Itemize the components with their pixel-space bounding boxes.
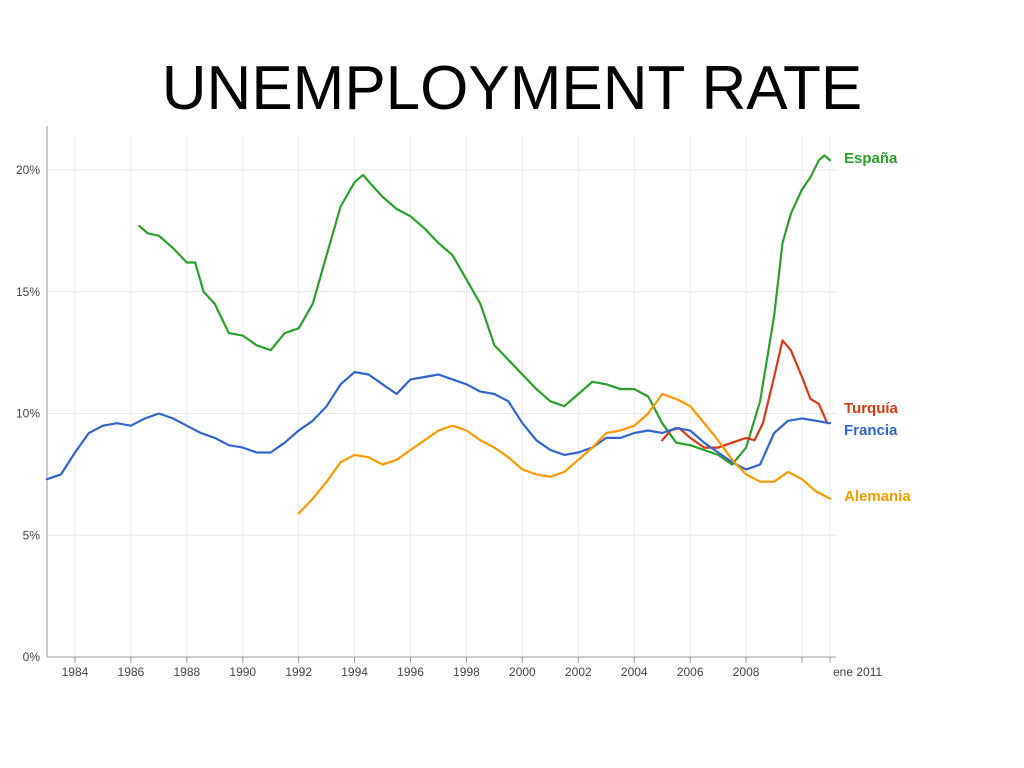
y-tick-labels: 0% 5% 10% 15% 20% bbox=[16, 163, 40, 664]
x-tick-label: 1988 bbox=[173, 665, 200, 679]
series-line-alemania bbox=[297, 392, 832, 515]
series-line-francia bbox=[45, 371, 832, 481]
axes bbox=[46, 126, 836, 663]
gridlines bbox=[47, 136, 836, 657]
series-line-turquia bbox=[661, 339, 829, 449]
x-tick-label: 2000 bbox=[509, 665, 536, 679]
series-label-francia: Francia bbox=[844, 422, 898, 439]
x-tick-label: 1998 bbox=[453, 665, 480, 679]
series-label-espana: España bbox=[844, 150, 898, 167]
x-tick-label: 1986 bbox=[118, 665, 145, 679]
y-tick-label: 20% bbox=[16, 163, 40, 177]
series-label-turquia: Turquía bbox=[844, 400, 899, 417]
slide-title: UNEMPLOYMENT RATE bbox=[161, 54, 863, 123]
x-tick-label: 2002 bbox=[565, 665, 592, 679]
x-tick-label: 1996 bbox=[397, 665, 424, 679]
x-tick-label: 2004 bbox=[621, 665, 648, 679]
series-lines bbox=[45, 154, 832, 515]
series-line-espana bbox=[138, 154, 832, 466]
y-tick-label: 5% bbox=[23, 528, 41, 542]
x-tick-label: 1992 bbox=[285, 665, 312, 679]
x-tick-label: 1984 bbox=[62, 665, 89, 679]
x-tick-label: 2006 bbox=[677, 665, 704, 679]
x-tick-label: ene 2011 bbox=[833, 665, 882, 679]
x-tick-labels: 1984 1986 1988 1990 1992 1994 1996 1998 2000 2002… bbox=[62, 665, 883, 679]
x-tick-label: 1994 bbox=[341, 665, 368, 679]
y-tick-label: 15% bbox=[16, 285, 40, 299]
y-tick-label: 10% bbox=[16, 407, 40, 421]
x-tick-label: 1990 bbox=[229, 665, 256, 679]
series-labels: España Turquía Francia Alemania bbox=[844, 150, 911, 505]
x-tick-label: 2008 bbox=[733, 665, 760, 679]
series-label-alemania: Alemania bbox=[844, 488, 911, 505]
y-tick-label: 0% bbox=[23, 650, 41, 664]
